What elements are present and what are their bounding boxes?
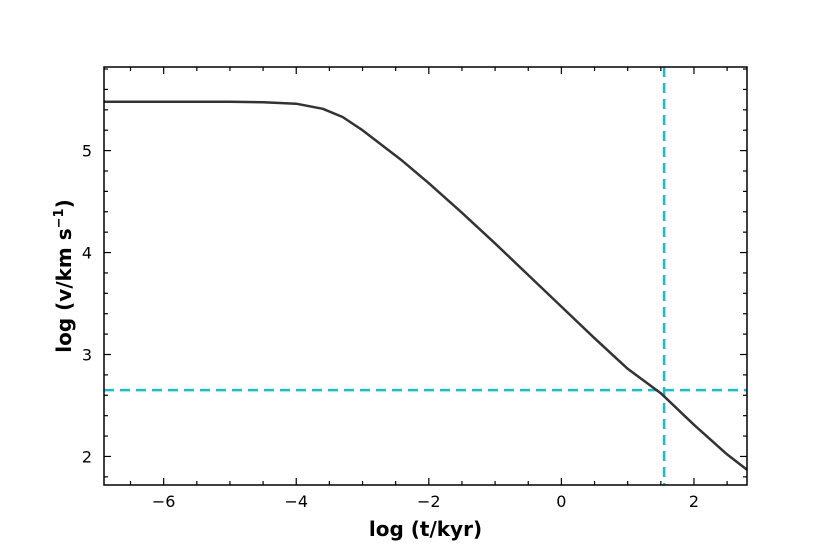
y-axis-title: log (v/km s−1)	[52, 199, 76, 352]
x-tick-label: 2	[689, 492, 699, 511]
x-tick-label: −4	[284, 492, 308, 511]
y-axis-title-close: )	[52, 199, 76, 208]
y-tick-label: 5	[82, 142, 92, 161]
series-line	[104, 100, 747, 471]
reference-lines	[104, 67, 747, 485]
x-axis-title: log (t/kyr)	[369, 517, 482, 541]
x-tick-label: 0	[556, 492, 566, 511]
x-tick-label: −6	[152, 492, 176, 511]
series-layer	[104, 100, 747, 471]
tick-layer: −6 −4 −2 0 2 2 3 4 5	[82, 67, 747, 511]
y-axis-title-main: log (v/km s	[52, 228, 76, 352]
plot-frame	[103, 66, 748, 486]
x-tick-label: −2	[417, 492, 441, 511]
y-tick-label: 3	[82, 346, 92, 365]
y-tick-label: 2	[82, 447, 92, 466]
y-tick-label: 4	[82, 244, 92, 263]
y-axis-title-exponent: −1	[52, 208, 67, 228]
